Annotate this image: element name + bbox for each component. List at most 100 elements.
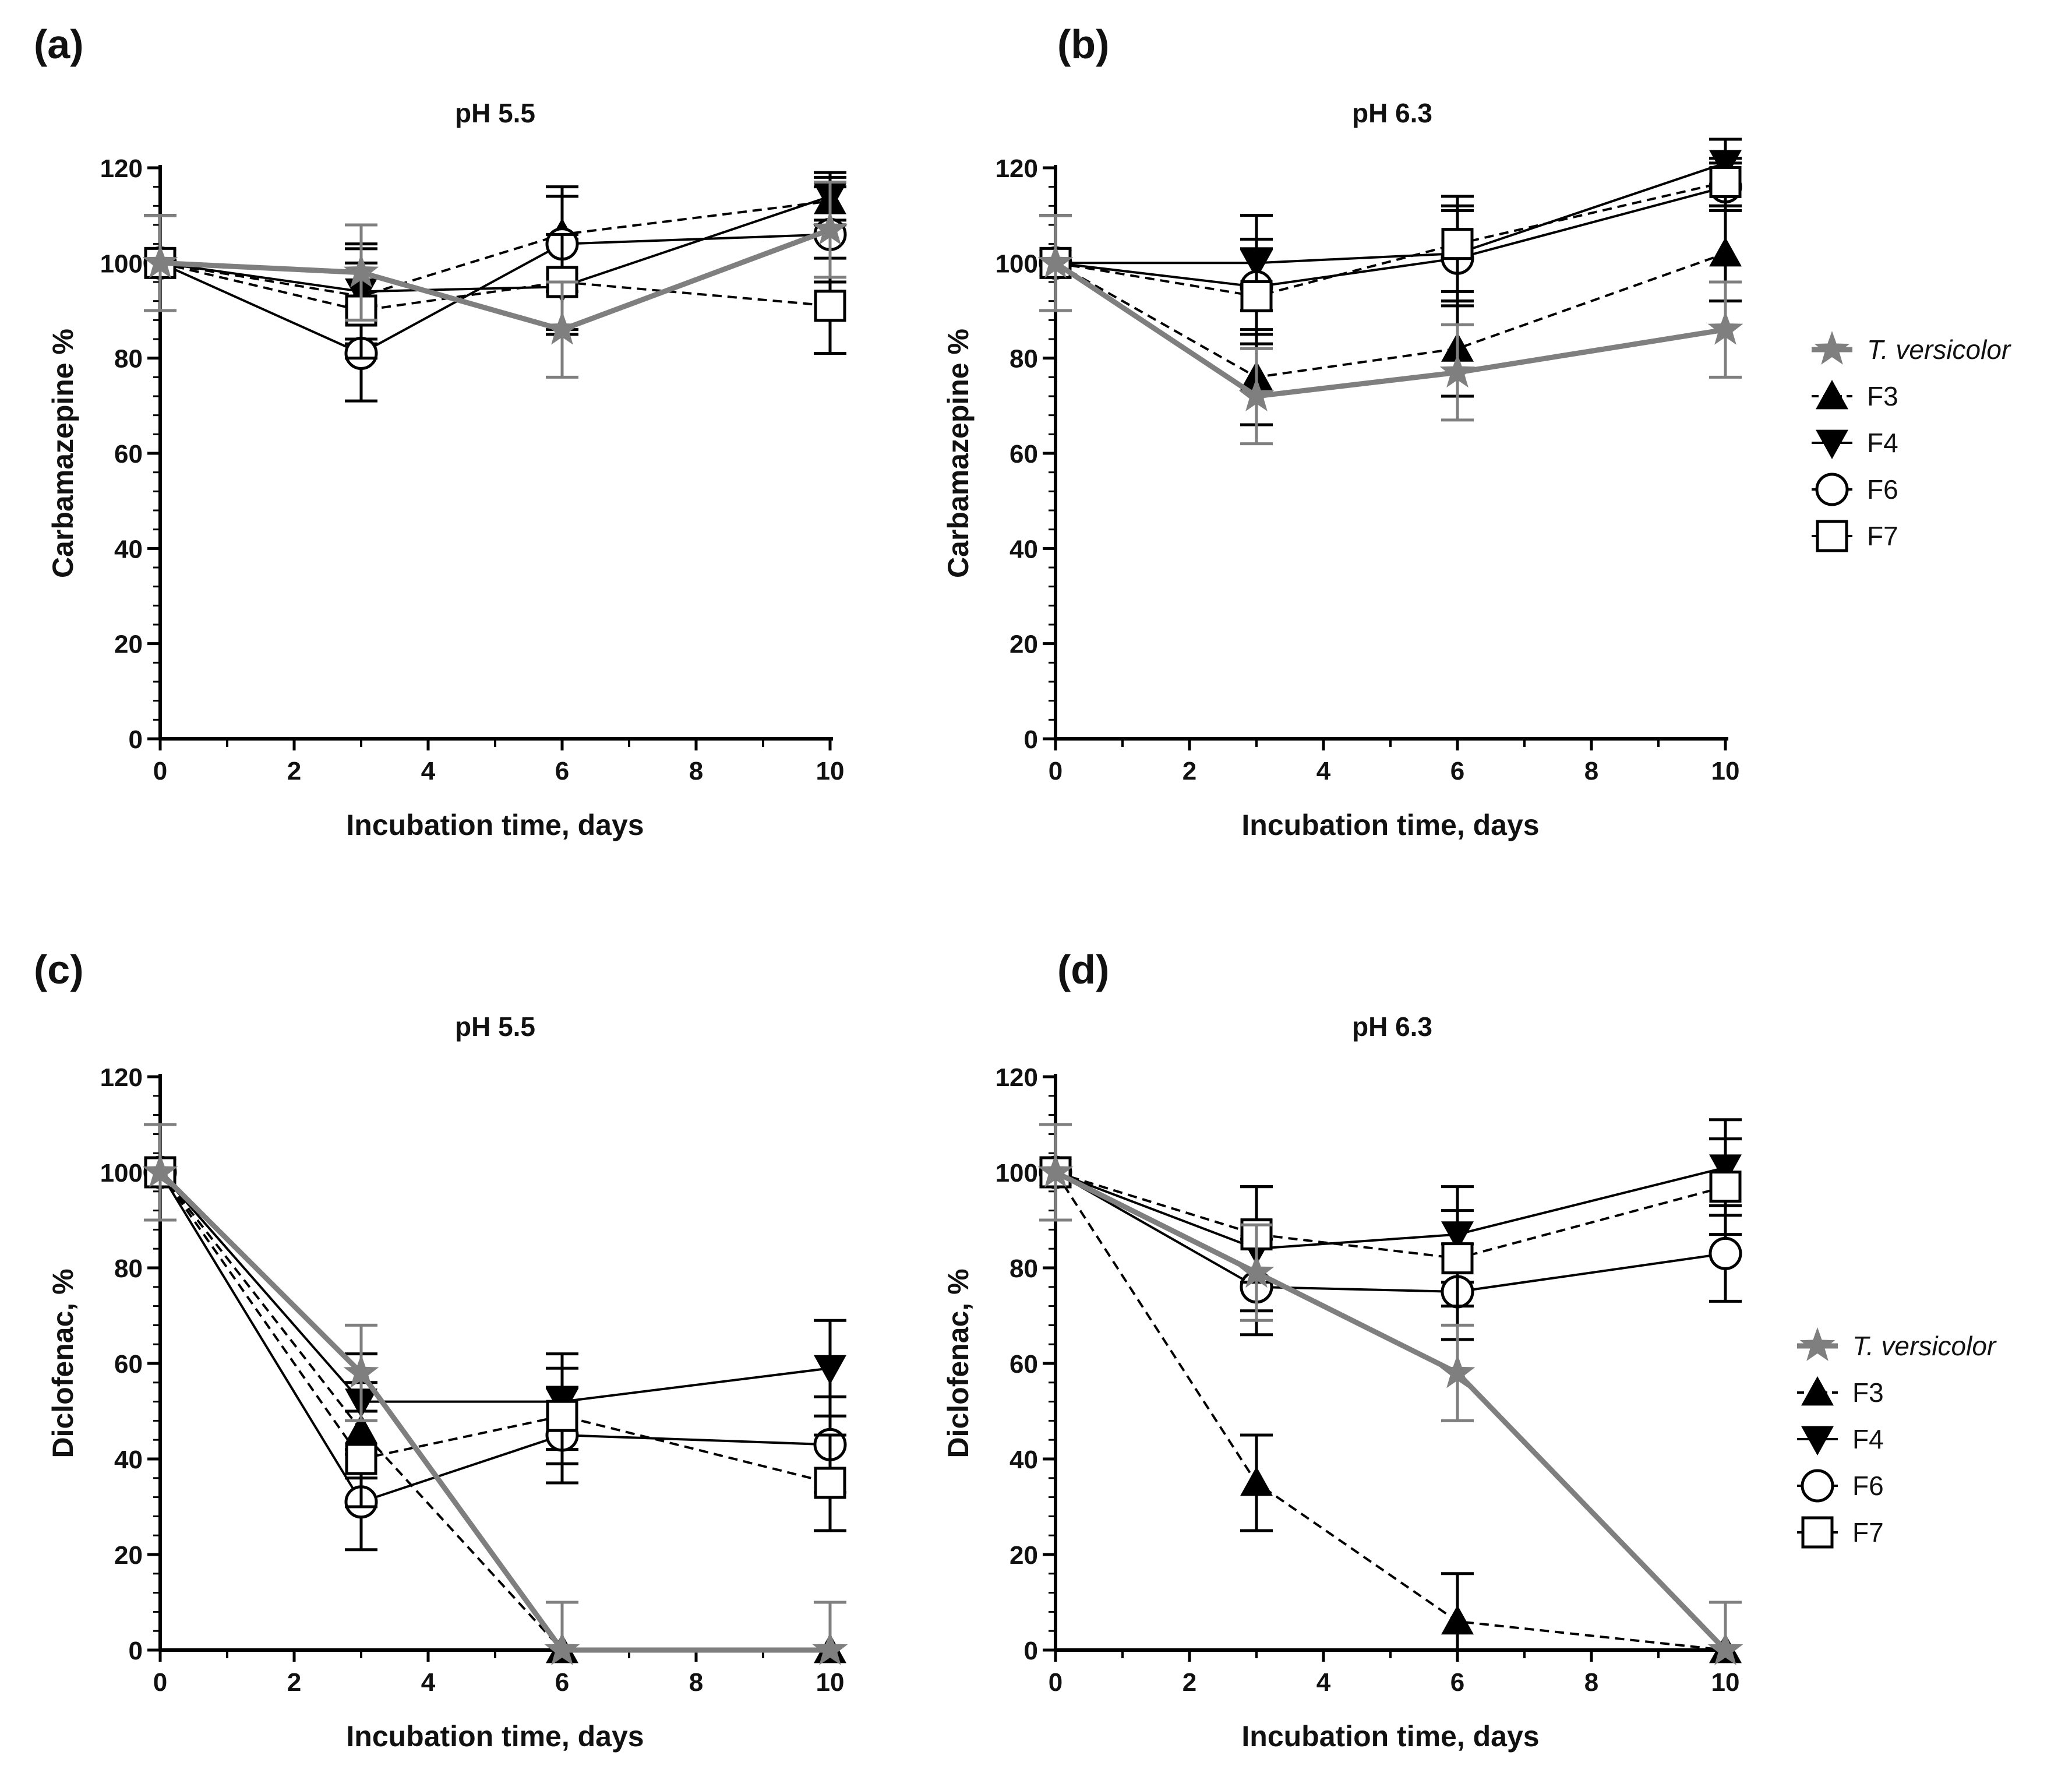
data-point: [1037, 244, 1074, 279]
x-tick-label: 6: [1450, 1668, 1464, 1697]
legend-marker-f3: [1816, 380, 1848, 410]
y-tick-label: 120: [100, 1063, 143, 1092]
x-tick-label: 2: [1183, 757, 1196, 785]
x-tick-label: 4: [1316, 757, 1331, 785]
data-point: [812, 1631, 848, 1665]
series-t-versicolor: [142, 1123, 848, 1665]
y-tick-label: 60: [114, 440, 143, 468]
data-point: [1709, 1171, 1742, 1203]
legend-marker-f7: [1801, 1516, 1834, 1549]
series-f3: [1039, 204, 1742, 427]
data-point: [1240, 1467, 1273, 1496]
legend-marker-f4: [1801, 1426, 1834, 1455]
legend-label: F7: [1867, 521, 1898, 551]
data-point: [345, 1443, 377, 1475]
series-line: [159, 1171, 831, 1503]
y-tick-label: 0: [129, 1637, 143, 1665]
y-tick-label: 0: [1024, 1637, 1038, 1665]
legend-label: F3: [1867, 381, 1898, 411]
x-tick-label: 0: [153, 757, 167, 785]
legend-marker-f3: [1801, 1376, 1834, 1406]
legend-label: F7: [1852, 1517, 1884, 1548]
series-line: [1055, 1171, 1726, 1260]
series-line: [160, 200, 831, 298]
x-tick-label: 6: [555, 757, 569, 785]
x-tick-label: 0: [153, 1668, 167, 1697]
x-tick-label: 2: [1183, 1668, 1196, 1697]
y-tick-label: 40: [114, 1446, 143, 1474]
series-f4: [144, 171, 846, 341]
x-tick-label: 8: [689, 757, 703, 785]
panel-letter: (b): [1057, 22, 1109, 67]
panel-title: pH 5.5: [455, 1011, 535, 1042]
legend-marker-t-versicolor: [1799, 1327, 1835, 1361]
y-tick-label: 20: [1009, 1541, 1038, 1570]
data-point: [814, 290, 846, 322]
series-line: [159, 1171, 831, 1403]
series-line: [1055, 1171, 1726, 1293]
legend-marker-f6: [1801, 1469, 1834, 1503]
x-axis-label: Incubation time, days: [346, 809, 644, 841]
series-f3: [144, 1123, 846, 1663]
series-line: [1055, 252, 1726, 379]
data-point: [1439, 1354, 1476, 1388]
legend-marker-f4: [1816, 429, 1848, 459]
series-f7: [144, 1123, 846, 1532]
data-point: [1441, 1242, 1474, 1275]
y-tick-label: 0: [129, 725, 143, 754]
x-tick-label: 8: [1584, 1668, 1598, 1697]
data-point: [546, 1400, 578, 1432]
data-point: [142, 244, 178, 279]
series-f6: [143, 185, 847, 403]
chart-panel-a: (a)pH 5.50 2 4 6 8 10020406080100120Incubatio…: [34, 22, 848, 841]
panel-letter: (c): [34, 947, 84, 992]
y-tick-label: 120: [996, 154, 1038, 183]
y-tick-label: 80: [114, 345, 143, 373]
data-point: [1707, 1631, 1743, 1665]
y-tick-label: 20: [114, 630, 143, 659]
legend-marker-f6: [1815, 473, 1849, 506]
y-tick-label: 80: [1009, 345, 1038, 373]
series-f6: [1039, 1123, 1742, 1341]
series-line: [1054, 1169, 1728, 1652]
x-tick-label: 0: [1049, 757, 1063, 785]
x-tick-label: 6: [1450, 757, 1464, 785]
y-tick-label: 20: [114, 1541, 143, 1570]
x-tick-label: 0: [1049, 1668, 1063, 1697]
y-axis-label: Diclofenac, %: [47, 1268, 79, 1458]
legend-label: F3: [1852, 1377, 1884, 1408]
y-tick-label: 20: [1009, 630, 1038, 659]
x-tick-label: 10: [816, 1668, 845, 1697]
legend-label: T. versicolor: [1867, 334, 2011, 365]
legend-label: F4: [1867, 428, 1898, 458]
series-f7: [1039, 157, 1742, 346]
y-tick-label: 120: [996, 1063, 1038, 1092]
legend-label: F6: [1852, 1471, 1884, 1501]
y-tick-label: 40: [1009, 1446, 1038, 1474]
data-point: [1439, 354, 1476, 388]
x-tick-label: 4: [421, 757, 436, 785]
legend-marker-t-versicolor: [1814, 331, 1850, 365]
data-point: [544, 311, 580, 345]
x-tick-label: 10: [816, 757, 845, 785]
data-point: [1709, 166, 1742, 198]
data-point: [814, 1467, 846, 1499]
x-tick-label: 6: [555, 1668, 569, 1697]
x-tick-label: 8: [689, 1668, 703, 1697]
data-point: [812, 211, 848, 245]
data-point: [343, 1354, 379, 1388]
x-axis-label: Incubation time, days: [346, 1720, 644, 1753]
series-f6: [1039, 161, 1742, 336]
series-line: [1054, 260, 1726, 399]
data-point: [1238, 378, 1275, 411]
y-tick-label: 100: [996, 249, 1038, 278]
data-point: [1709, 1236, 1742, 1270]
data-point: [814, 1355, 846, 1385]
series-line: [159, 1171, 831, 1484]
y-axis-label: Carbamazepine %: [47, 329, 79, 578]
y-tick-label: 100: [100, 249, 143, 278]
y-tick-label: 40: [1009, 535, 1038, 563]
series-line: [1055, 185, 1726, 288]
data-point: [142, 1154, 178, 1187]
data-point: [1037, 1154, 1074, 1187]
